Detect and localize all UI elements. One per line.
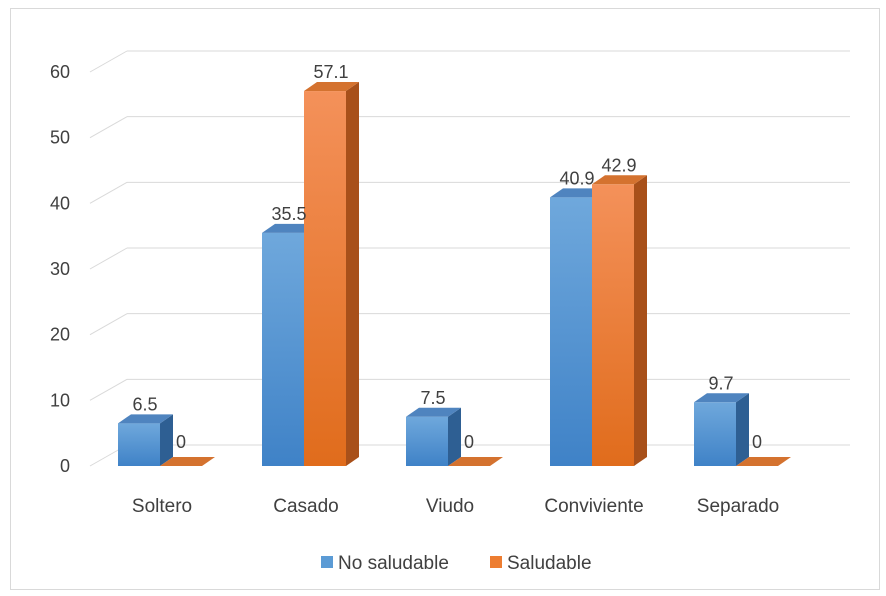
data-label: 35.5 [271, 204, 306, 224]
x-category-label: Separado [697, 496, 779, 517]
bar-top [694, 393, 749, 403]
bar-saludable-front [304, 91, 346, 466]
gridline-diagonal [89, 313, 128, 336]
data-label: 57.1 [313, 62, 348, 82]
data-label: 40.9 [559, 168, 594, 188]
bar-side [346, 82, 359, 466]
data-label: 7.5 [420, 388, 445, 408]
data-labels: 6.5 0 35.5 57.1 7.5 0 40.9 42.9 9.7 0 [132, 62, 762, 452]
bar-top [118, 414, 173, 424]
x-axis-categories: Soltero Casado Viudo Conviviente Separado [132, 496, 779, 517]
bar-side [736, 393, 749, 466]
x-category-label: Casado [273, 496, 339, 517]
chart-frame [10, 8, 880, 590]
data-label: 0 [752, 432, 762, 452]
y-tick-label: 50 [50, 128, 70, 148]
data-label: 9.7 [708, 373, 733, 393]
data-label: 0 [176, 432, 186, 452]
bar-no-saludable-front [262, 232, 304, 466]
bar-top [262, 223, 317, 233]
x-category-label: Conviviente [544, 496, 643, 517]
legend-label: No saludable [338, 553, 449, 574]
legend-swatch [490, 556, 502, 568]
y-tick-label: 60 [50, 62, 70, 82]
bar-top [304, 82, 359, 92]
legend-swatch [321, 556, 333, 568]
bar-side [160, 414, 173, 466]
bar-no-saludable-front [118, 423, 160, 466]
y-axis-ticks: 0 10 20 30 40 50 60 [50, 62, 70, 476]
data-label: 42.9 [601, 155, 636, 175]
gridline-diagonal [89, 116, 128, 139]
bar-no-saludable-front [550, 197, 592, 466]
data-label: 6.5 [132, 394, 157, 414]
bar-side [634, 175, 647, 467]
bars [118, 82, 791, 467]
legend: No saludable Saludable [321, 553, 592, 574]
bar-no-saludable-front [406, 416, 448, 466]
y-tick-label: 10 [50, 390, 70, 410]
data-label: 0 [464, 432, 474, 452]
y-tick-label: 20 [50, 325, 70, 345]
bar-top [550, 188, 605, 198]
gridline-diagonal [89, 378, 128, 401]
bar-top [592, 175, 647, 185]
gridline-diagonal [89, 181, 128, 204]
y-tick-label: 40 [50, 193, 70, 213]
gridline-diagonal [89, 50, 128, 73]
bar-top [160, 457, 215, 466]
x-category-label: Viudo [426, 496, 474, 517]
bar-side [448, 407, 461, 466]
y-tick-label: 30 [50, 259, 70, 279]
bar-saludable-front [592, 184, 634, 467]
x-category-label: Soltero [132, 496, 192, 517]
bar-no-saludable-front [694, 402, 736, 466]
bar-top [448, 457, 503, 466]
bar-top [406, 407, 461, 417]
legend-label: Saludable [507, 553, 592, 574]
bar-top [736, 457, 791, 466]
y-tick-label: 0 [60, 456, 70, 476]
gridline-diagonal [89, 247, 128, 270]
